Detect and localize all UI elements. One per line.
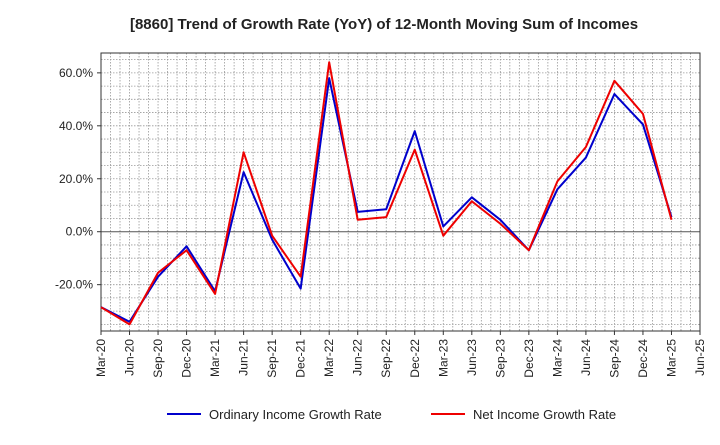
chart-title: [8860] Trend of Growth Rate (YoY) of 12-… xyxy=(130,16,638,33)
x-tick-label: Mar-24 xyxy=(550,339,564,377)
legend-label-net-income: Net Income Growth Rate xyxy=(473,407,616,422)
y-tick-label: 40.0% xyxy=(59,119,93,133)
x-tick-label: Sep-20 xyxy=(151,339,165,378)
x-tick-label: Mar-21 xyxy=(208,339,222,377)
plot-area xyxy=(101,53,700,331)
x-tick-label: Dec-21 xyxy=(294,339,308,378)
x-tick-label: Mar-23 xyxy=(436,339,450,377)
y-tick-label: 20.0% xyxy=(59,172,93,186)
x-tick-label: Dec-22 xyxy=(408,339,422,378)
legend: Ordinary Income Growth Rate Net Income Gr… xyxy=(167,407,616,422)
x-tick-label: Sep-24 xyxy=(607,339,621,378)
x-tick-label: Sep-22 xyxy=(379,339,393,378)
x-tick-label: Mar-20 xyxy=(94,339,108,377)
y-tick-label: 0.0% xyxy=(66,225,94,239)
y-tick-label: -20.0% xyxy=(55,278,93,292)
x-tick-label: Jun-20 xyxy=(123,339,137,376)
x-tick-label: Jun-22 xyxy=(351,339,365,376)
x-tick-label: Jun-21 xyxy=(237,339,251,376)
x-tick-label: Jun-24 xyxy=(579,339,593,376)
x-tick-label: Dec-24 xyxy=(636,339,650,378)
x-tick-label: Dec-23 xyxy=(522,339,536,378)
x-tick-label: Sep-21 xyxy=(265,339,279,378)
x-tick-label: Mar-22 xyxy=(322,339,336,377)
y-tick-label: 60.0% xyxy=(59,66,93,80)
x-tick-label: Sep-23 xyxy=(493,339,507,378)
grid xyxy=(101,53,700,331)
x-tick-label: Dec-20 xyxy=(180,339,194,378)
x-tick-label: Mar-25 xyxy=(664,339,678,377)
legend-label-ordinary-income: Ordinary Income Growth Rate xyxy=(209,407,382,422)
x-tick-label: Jun-25 xyxy=(693,339,707,376)
x-tick-label: Jun-23 xyxy=(465,339,479,376)
